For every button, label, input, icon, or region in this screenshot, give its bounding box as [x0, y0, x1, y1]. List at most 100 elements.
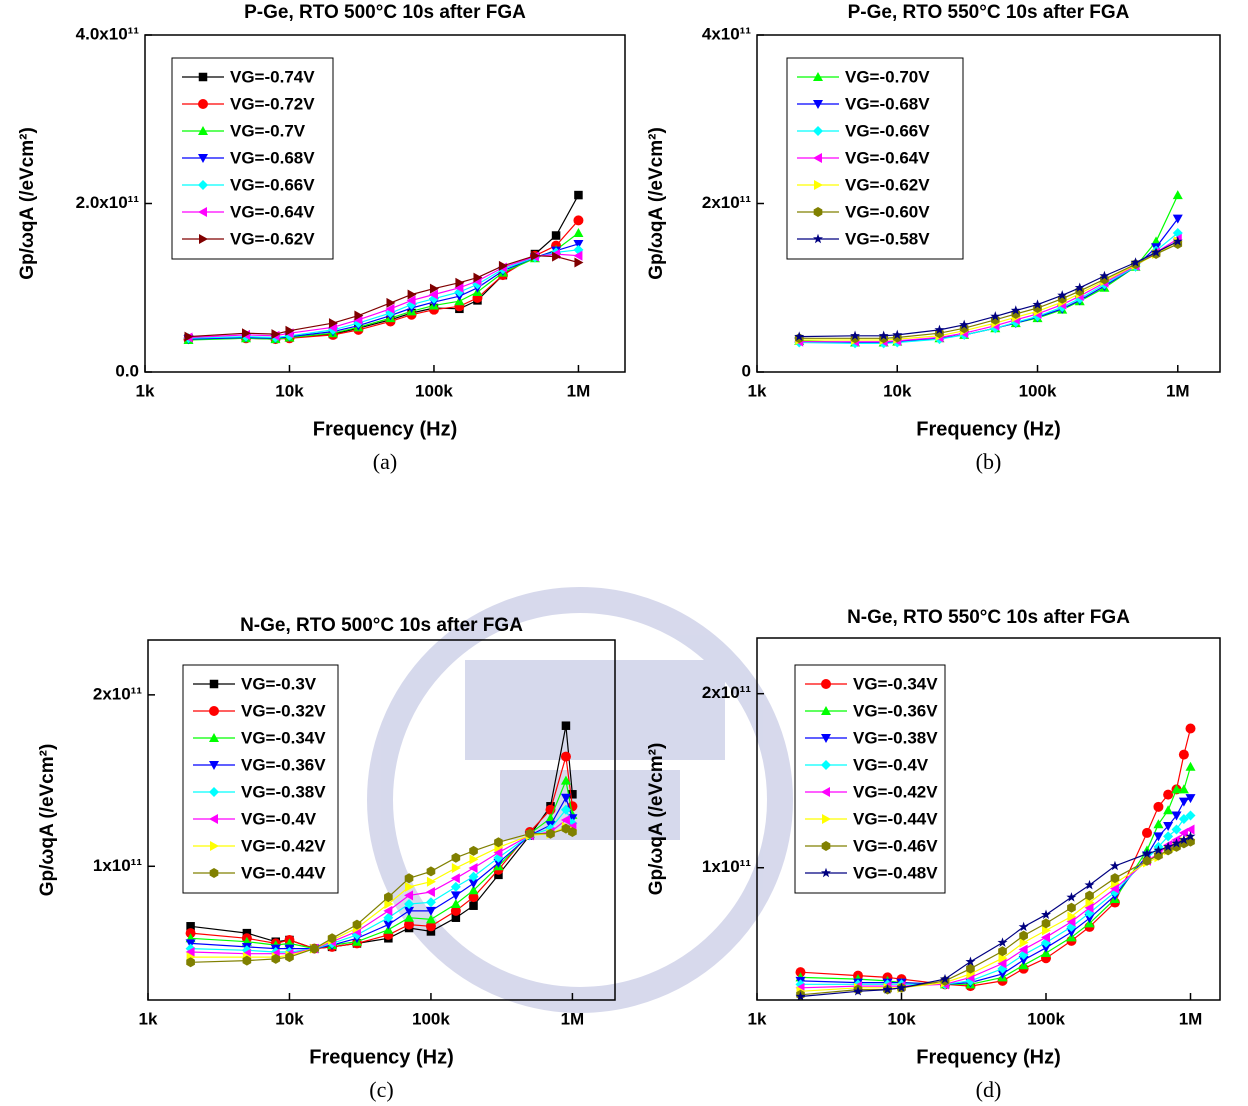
data-point — [404, 890, 414, 901]
chart-title: P-Ge, RTO 500°C 10s after FGA — [244, 2, 526, 23]
legend-label: VG=-0.4V — [241, 809, 317, 828]
watermark-block — [465, 660, 725, 760]
legend-label: VG=-0.38V — [241, 782, 326, 801]
data-point — [546, 828, 555, 839]
data-point — [795, 967, 806, 978]
data-point — [1130, 257, 1141, 267]
plot-area — [185, 721, 578, 968]
data-point — [940, 973, 950, 984]
data-point — [384, 899, 394, 909]
x-axis-label: Frequency (Hz) — [916, 1046, 1060, 1068]
data-point — [966, 963, 975, 974]
data-point — [468, 871, 479, 882]
data-point — [850, 330, 861, 341]
legend-label: VG=-0.34V — [241, 728, 326, 747]
data-point — [1172, 214, 1183, 224]
data-point — [990, 311, 1001, 321]
data-point — [493, 847, 503, 858]
legend-marker — [821, 867, 831, 878]
data-point — [1066, 928, 1077, 938]
data-point — [1172, 236, 1183, 246]
data-point — [1171, 811, 1182, 821]
x-tick-label: 10k — [275, 1009, 304, 1028]
data-point — [1171, 838, 1182, 848]
data-point — [404, 906, 415, 916]
x-axis-label: Frequency (Hz) — [313, 418, 457, 440]
x-tick-label: 100k — [415, 381, 453, 400]
data-point — [455, 277, 465, 288]
data-point — [1163, 805, 1174, 815]
data-point — [551, 231, 561, 240]
data-point — [383, 920, 394, 930]
data-point — [468, 879, 479, 889]
data-point — [1142, 855, 1152, 866]
data-point — [426, 876, 436, 887]
legend-marker — [209, 814, 218, 824]
data-point — [573, 250, 583, 261]
data-point — [853, 986, 863, 996]
data-point — [959, 319, 970, 330]
legend-marker — [209, 868, 219, 878]
legend-label: VG=-0.38V — [853, 728, 938, 747]
data-point — [1067, 902, 1076, 913]
legend-label: VG=-0.44V — [853, 809, 938, 828]
data-point — [407, 289, 417, 300]
y-tick-label: 1x10¹¹ — [702, 857, 751, 876]
data-point — [568, 827, 577, 837]
data-point — [1085, 897, 1095, 908]
data-point — [573, 239, 584, 249]
data-point — [1032, 299, 1043, 309]
legend-label: VG=-0.62V — [845, 175, 930, 194]
data-point — [310, 943, 319, 954]
data-point — [997, 969, 1008, 979]
legend-marker — [813, 233, 823, 244]
data-point — [997, 937, 1008, 947]
data-point — [469, 901, 478, 910]
legend-marker — [813, 153, 822, 163]
data-point — [1019, 937, 1029, 948]
plot-frame — [756, 34, 1221, 373]
data-point — [560, 751, 571, 762]
plot-area — [795, 723, 1196, 1000]
data-point — [185, 947, 195, 957]
y-tick-label: 2.0x10¹¹ — [76, 193, 140, 212]
y-tick-label: 0.0 — [115, 361, 139, 380]
data-point — [425, 906, 436, 916]
data-point — [1018, 955, 1029, 965]
data-point — [1041, 932, 1051, 943]
data-point — [469, 854, 479, 865]
x-tick-label: 100k — [1019, 381, 1057, 400]
data-point — [468, 863, 478, 873]
legend-marker — [209, 679, 219, 689]
data-point — [1018, 949, 1029, 960]
data-point — [1153, 845, 1164, 855]
y-axis-label: Gp/ωqA (/eVcm²) — [646, 743, 667, 896]
plot-frame — [147, 639, 616, 1001]
chart-title: N-Ge, RTO 500°C 10s after FGA — [240, 615, 523, 636]
data-point — [568, 790, 577, 799]
data-point — [794, 331, 805, 341]
x-axis-label: Frequency (Hz) — [916, 418, 1060, 440]
data-point — [896, 982, 907, 993]
legend-label: VG=-0.44V — [241, 863, 326, 882]
data-point — [451, 913, 461, 922]
legend-label: VG=-0.66V — [845, 121, 930, 140]
data-point — [354, 310, 364, 321]
data-point — [450, 881, 461, 892]
data-point — [241, 328, 251, 339]
x-tick-label: 100k — [412, 1009, 450, 1028]
legend-label: VG=-0.72V — [230, 94, 315, 113]
data-point — [1178, 784, 1189, 794]
legend-marker — [813, 72, 823, 81]
legend-marker — [209, 761, 219, 770]
data-point — [882, 984, 893, 994]
data-point — [1151, 247, 1162, 257]
data-point — [493, 858, 504, 868]
data-point — [1178, 797, 1189, 807]
legend-label: VG=-0.70V — [845, 67, 930, 86]
x-tick-label: 1k — [748, 381, 767, 400]
data-point — [383, 905, 393, 916]
data-point — [561, 721, 571, 730]
legend-box — [182, 664, 339, 894]
legend-label: VG=-0.68V — [230, 148, 315, 167]
